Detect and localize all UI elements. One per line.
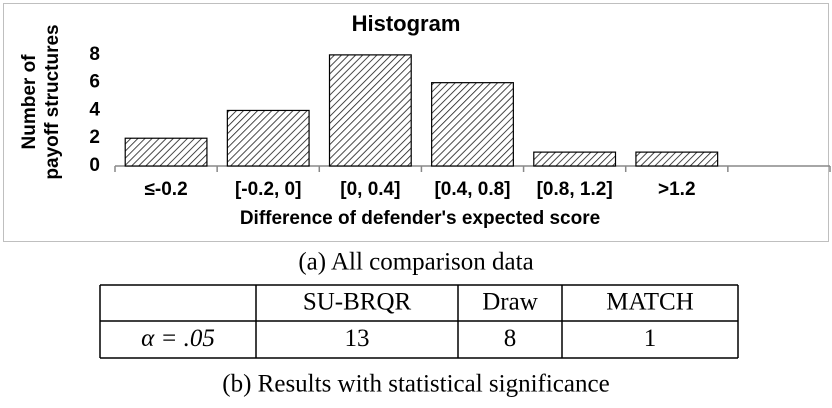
x-tick-label: [0.8, 1.2]: [537, 179, 613, 200]
chart-title: Histogram: [352, 11, 461, 36]
y-axis-label: payoff structures: [42, 24, 63, 179]
y-tick-label: 4: [89, 99, 100, 120]
table-cell: 13: [345, 325, 370, 352]
row-label: α = .05: [141, 325, 215, 352]
column-header: Draw: [482, 289, 538, 316]
y-tick-label: 2: [89, 127, 100, 148]
bar: [431, 82, 514, 167]
bar: [226, 109, 310, 167]
y-tick-label: 0: [89, 155, 100, 176]
caption: (a) All comparison data: [298, 249, 533, 276]
table-cell: 1: [644, 325, 657, 352]
y-tick-label: 8: [89, 44, 100, 65]
bar: [328, 54, 412, 167]
x-tick-label: [-0.2, 0]: [235, 179, 302, 200]
y-axis-label: Number of: [19, 54, 40, 150]
bar: [533, 151, 617, 167]
column-header: SU-BRQR: [303, 289, 412, 316]
x-tick-label: [0, 0.4]: [340, 179, 400, 200]
x-tick-label: [0.4, 0.8]: [434, 179, 510, 200]
y-tick-label: 6: [89, 72, 100, 93]
x-axis-label: Difference of defender's expected score: [240, 208, 600, 229]
caption: (b) Results with statistical significanc…: [222, 371, 609, 398]
bar: [635, 151, 719, 167]
chart-frame: [3, 3, 829, 242]
column-header: MATCH: [606, 289, 694, 316]
x-tick-label: ≤-0.2: [144, 179, 187, 200]
table: SU-BRQR Draw MATCH α = .05 13 8 1: [99, 284, 739, 359]
table-cell: 8: [504, 325, 517, 352]
bar: [124, 137, 208, 167]
x-tick-label: >1.2: [658, 179, 696, 200]
